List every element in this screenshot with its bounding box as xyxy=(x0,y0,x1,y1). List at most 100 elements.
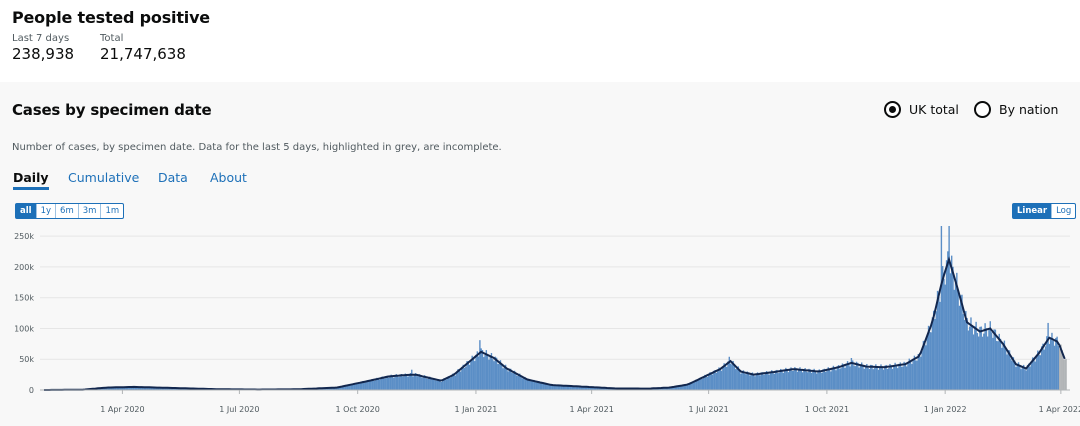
radio-uk-total[interactable]: UK total xyxy=(884,100,959,118)
x-tick-label: 1 Apr 2020 xyxy=(100,405,144,414)
daily-cases-bar xyxy=(735,369,737,390)
daily-cases-bar xyxy=(384,378,386,390)
tab-about[interactable]: About xyxy=(210,170,247,185)
daily-cases-bar xyxy=(134,386,137,390)
daily-cases-bar xyxy=(894,362,896,390)
range-all-button[interactable]: all xyxy=(16,204,37,218)
daily-cases-bar xyxy=(920,356,922,390)
daily-cases-bar xyxy=(902,366,904,390)
tab-daily[interactable]: Daily xyxy=(13,170,49,190)
daily-cases-bar xyxy=(540,383,543,390)
daily-cases-bar xyxy=(494,356,497,390)
daily-cases-bar xyxy=(524,376,526,390)
daily-cases-bar xyxy=(777,373,779,390)
last-7-days-metric: Last 7 days 238,938 xyxy=(12,33,74,63)
daily-cases-bar xyxy=(414,373,417,390)
range-6m-button[interactable]: 6m xyxy=(56,204,79,218)
daily-cases-bar xyxy=(477,356,480,390)
daily-cases-bar xyxy=(1061,350,1063,390)
daily-cases-bar xyxy=(1043,349,1045,390)
daily-cases-bar xyxy=(935,311,937,390)
daily-cases-bar xyxy=(1042,343,1044,390)
daily-cases-bar xyxy=(551,385,553,390)
daily-cases-bar xyxy=(170,388,173,390)
range-3m-button[interactable]: 3m xyxy=(79,204,102,218)
daily-cases-bar xyxy=(126,387,129,390)
daily-cases-bar xyxy=(607,388,610,390)
daily-cases-bar xyxy=(885,364,887,390)
daily-cases-bar xyxy=(1065,358,1067,390)
daily-cases-bar xyxy=(925,345,927,390)
daily-cases-bar xyxy=(918,353,921,390)
daily-cases-bar xyxy=(411,369,413,390)
daily-cases-bar xyxy=(510,368,512,390)
daily-cases-bar xyxy=(1024,369,1026,390)
daily-cases-bar xyxy=(930,332,932,390)
daily-cases-bar xyxy=(1011,360,1013,390)
daily-cases-bar xyxy=(900,366,903,390)
daily-cases-bar xyxy=(970,317,972,390)
daily-cases-bar xyxy=(1016,365,1018,390)
daily-cases-bar xyxy=(1020,369,1022,390)
daily-cases-bar xyxy=(700,377,702,390)
daily-cases-bar xyxy=(535,382,538,390)
daily-cases-bar xyxy=(492,359,494,390)
daily-cases-bar xyxy=(138,386,140,390)
daily-cases-bar xyxy=(1001,347,1003,390)
daily-cases-bar xyxy=(569,386,571,390)
daily-cases-bar xyxy=(421,377,423,390)
daily-cases-bar xyxy=(557,384,560,390)
daily-cases-bar xyxy=(985,328,988,390)
daily-cases-bar xyxy=(1031,357,1034,390)
daily-cases-bar xyxy=(503,366,506,390)
daily-cases-bar xyxy=(954,283,957,390)
daily-cases-bar xyxy=(861,362,863,390)
radio-by-nation[interactable]: By nation xyxy=(974,100,1058,118)
daily-cases-bar xyxy=(395,374,398,390)
daily-cases-bar xyxy=(711,374,714,390)
daily-cases-bar xyxy=(393,377,395,390)
daily-cases-bar xyxy=(420,375,422,390)
daily-cases-bar xyxy=(408,375,410,390)
daily-cases-bar xyxy=(772,372,774,390)
daily-cases-bar xyxy=(948,226,950,390)
daily-cases-bar xyxy=(958,305,961,390)
daily-cases-bar xyxy=(1039,355,1042,390)
daily-cases-bar xyxy=(983,333,985,390)
daily-cases-bar xyxy=(931,317,934,390)
daily-cases-bar xyxy=(404,373,407,390)
daily-cases-bar xyxy=(889,363,891,390)
daily-cases-bar xyxy=(817,371,819,390)
tab-data[interactable]: Data xyxy=(158,170,188,185)
daily-cases-bar xyxy=(357,382,359,390)
daily-cases-bar xyxy=(738,370,741,390)
daily-cases-bar xyxy=(1015,367,1017,390)
daily-cases-bar xyxy=(1017,362,1020,390)
daily-cases-bar xyxy=(385,376,387,390)
scale-log-button[interactable]: Log xyxy=(1056,206,1072,216)
daily-cases-bar xyxy=(493,361,495,390)
chart-description: Number of cases, by specimen date. Data … xyxy=(12,142,502,153)
daily-cases-bar xyxy=(537,381,539,390)
range-1y-button[interactable]: 1y xyxy=(37,204,57,218)
daily-cases-bar xyxy=(570,385,572,390)
daily-cases-bar xyxy=(555,385,557,390)
daily-cases-bar xyxy=(947,251,949,390)
range-1m-button[interactable]: 1m xyxy=(105,206,120,216)
daily-cases-bar xyxy=(372,379,374,390)
daily-cases-bar xyxy=(765,371,768,390)
x-tick-label: 1 Jul 2020 xyxy=(219,405,259,414)
scale-linear-button[interactable]: Linear xyxy=(1013,204,1053,218)
daily-cases-bar xyxy=(800,369,802,390)
daily-cases-bar xyxy=(771,370,773,390)
daily-cases-bar xyxy=(116,387,119,390)
daily-cases-bar xyxy=(816,373,818,390)
daily-cases-bar xyxy=(539,382,542,390)
daily-cases-bar xyxy=(819,372,822,390)
tab-cumulative[interactable]: Cumulative xyxy=(68,170,140,185)
daily-cases-bar xyxy=(516,375,518,390)
daily-cases-bar xyxy=(603,387,606,390)
daily-cases-bar xyxy=(135,387,138,390)
daily-cases-bar xyxy=(1056,336,1058,390)
y-tick-label: 250k xyxy=(14,232,34,241)
